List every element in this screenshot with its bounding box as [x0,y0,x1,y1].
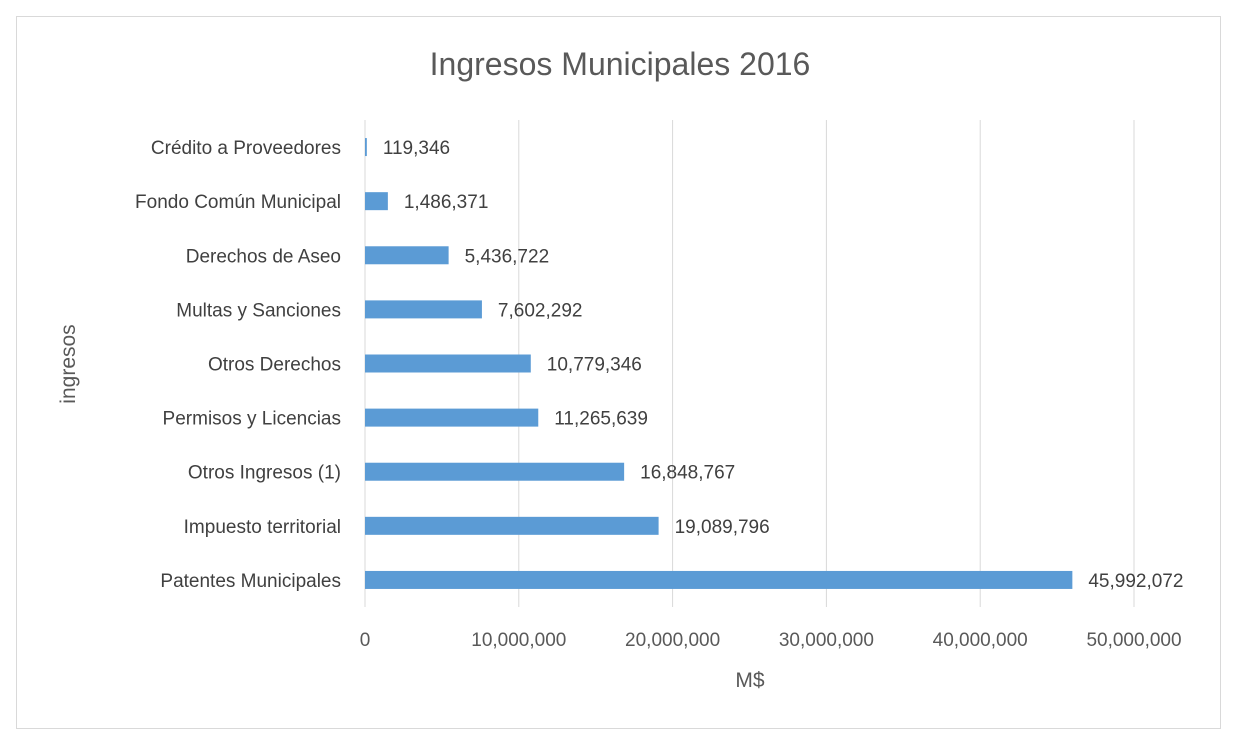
x-tick-labels: 0 10,000,000 20,000,000 30,000,000 40,000,00… [360,630,1182,651]
category-label: Derechos de Aseo [186,246,341,267]
x-tick-label: 30,000,000 [779,630,874,651]
data-label: 16,848,767 [640,463,735,484]
data-label: 5,436,722 [465,246,550,267]
bar [365,138,367,157]
chart-frame: Ingresos Municipales 2016 Patentes Munic… [16,16,1221,729]
data-label: 45,992,072 [1088,571,1183,592]
bar [365,354,531,373]
category-label: Fondo Común Municipal [135,192,341,213]
bar [365,408,539,427]
bar [365,192,388,211]
category-label: Crédito a Proveedores [151,138,341,159]
x-tick-label: 50,000,000 [1086,630,1181,651]
data-label: 1,486,371 [404,192,489,213]
y-axis-title: ingresos [57,324,80,403]
category-label: Permisos y Licencias [163,409,341,430]
chart-title: Ingresos Municipales 2016 [430,46,811,82]
data-label: 119,346 [383,138,450,159]
x-axis-title: M$ [735,669,764,692]
bars [365,138,1073,589]
x-tick-label: 40,000,000 [933,630,1028,651]
category-label: Multas y Sanciones [176,300,341,321]
x-tick-label: 0 [360,630,371,651]
category-labels: Patentes Municipales Impuesto territorial… [135,138,341,592]
category-label: Otros Derechos [208,355,341,376]
bar [365,246,449,265]
bar [365,462,625,481]
data-label: 19,089,796 [675,517,770,538]
category-label: Otros Ingresos (1) [188,463,341,484]
bar [365,300,482,319]
data-labels: 45,992,072 19,089,796 16,848,767 11,265,639… [383,138,1184,592]
bar [365,570,1073,589]
category-label: Impuesto territorial [184,517,341,538]
bar-chart: Ingresos Municipales 2016 Patentes Munic… [57,46,1184,692]
data-label: 7,602,292 [498,300,583,321]
bar [365,516,659,535]
data-label: 10,779,346 [547,355,642,376]
x-tick-label: 20,000,000 [625,630,720,651]
data-label: 11,265,639 [554,409,648,430]
category-label: Patentes Municipales [160,571,341,592]
x-tick-label: 10,000,000 [471,630,566,651]
